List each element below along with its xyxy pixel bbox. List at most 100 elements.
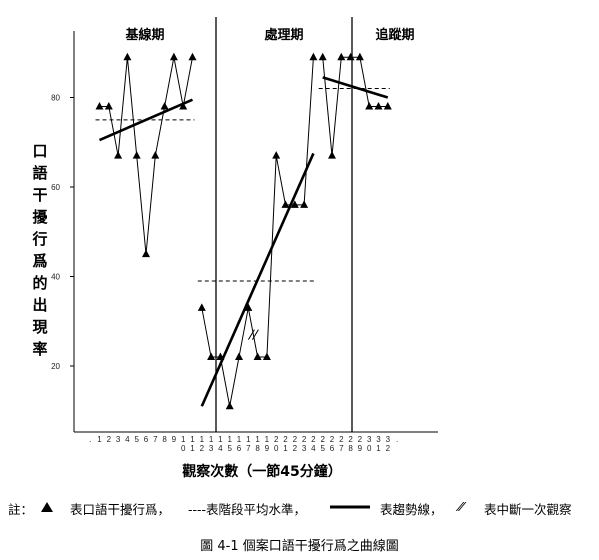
data-point-marker xyxy=(123,52,132,61)
x-tick-label: 2 xyxy=(200,444,205,453)
x-tick-label: 2 xyxy=(311,435,316,444)
data-point-marker xyxy=(318,52,327,61)
x-tick-label: 2 xyxy=(339,435,344,444)
observation-break-mark xyxy=(251,329,259,340)
x-tick-label: 5 xyxy=(227,444,232,453)
x-tick-label: 2 xyxy=(348,435,353,444)
x-tick-label: 3 xyxy=(209,444,214,453)
data-point-marker xyxy=(290,200,299,208)
x-tick-label: 9 xyxy=(358,444,363,453)
data-line-1 xyxy=(99,57,193,255)
x-tick-label: 7 xyxy=(339,444,344,453)
x-tick-label: . xyxy=(201,435,203,444)
x-tick-label: 2 xyxy=(330,435,335,444)
x-tick-label: 1 xyxy=(200,435,205,444)
data-point-marker xyxy=(374,101,383,110)
x-tick-label: 2 xyxy=(274,435,279,444)
x-tick-label: 2 xyxy=(358,435,363,444)
legend-trend-label: 表趨勢線， xyxy=(380,502,443,517)
legend: 註： 表口語干擾行爲， ----表階段平均水準， 表趨勢線， ⁄⁄ 表中斷一次觀… xyxy=(8,497,593,519)
x-tick-label: 9 xyxy=(265,444,270,453)
data-point-marker xyxy=(104,101,113,110)
data-point-marker xyxy=(235,352,243,361)
x-tick-label: 2 xyxy=(293,435,298,444)
data-point-marker xyxy=(346,52,355,61)
x-tick-label: 4 xyxy=(218,444,223,453)
x-tick-label: 3 xyxy=(367,435,372,444)
x-tick-label: . xyxy=(89,435,91,444)
observation-break-mark xyxy=(247,329,255,340)
x-tick-label: 2 xyxy=(386,444,391,453)
data-point-marker xyxy=(142,249,150,258)
y-tick-label-60: 60 xyxy=(51,183,60,192)
data-point-marker xyxy=(169,52,178,61)
x-axis-label: 觀察次數（一節45分鐘） xyxy=(182,463,341,480)
x-tick-label: 5 xyxy=(320,444,325,453)
x-tick-label: 3 xyxy=(116,435,121,444)
x-tick-label: 0 xyxy=(367,444,372,453)
data-point-marker xyxy=(262,352,271,361)
y-axis-label-char: 擾 xyxy=(32,208,48,226)
y-axis-label-char: 行 xyxy=(31,230,47,248)
figure-caption: 圖 4-1 個案口語干擾行爲之曲線圖 xyxy=(200,539,399,554)
x-tick-label: 3 xyxy=(302,444,307,453)
legend-prefix: 註： xyxy=(8,502,34,517)
data-point-marker xyxy=(151,151,160,159)
x-tick-label: 8 xyxy=(162,435,167,444)
data-point-marker xyxy=(207,352,216,361)
x-tick-label: 6 xyxy=(144,435,149,444)
y-axis-label-char: 出 xyxy=(32,296,47,314)
data-point-marker xyxy=(281,200,290,208)
legend-break-label: 表中斷一次觀察 xyxy=(484,502,572,517)
x-tick-label: 1 xyxy=(255,435,260,444)
break-mark-icon: ⁄⁄ xyxy=(459,499,464,514)
x-tick-label: 1 xyxy=(181,435,186,444)
y-axis-label-char: 口 xyxy=(32,142,47,160)
x-tick-label: 4 xyxy=(311,444,316,453)
trend-line-icon xyxy=(330,505,370,509)
x-tick-label: 1 xyxy=(265,435,270,444)
triangle-marker-icon xyxy=(41,502,53,512)
x-tick-label: 8 xyxy=(255,444,260,453)
trend-line-2 xyxy=(200,152,315,407)
y-tick-label-80: 80 xyxy=(51,94,60,103)
phase-title-1: 基線期 xyxy=(124,27,164,43)
data-point-marker xyxy=(95,101,104,110)
phase-title-2: 處理期 xyxy=(264,27,303,43)
y-axis-label-char: 現 xyxy=(32,318,47,336)
x-tick-label: 1 xyxy=(190,444,195,453)
x-tick-label: 1 xyxy=(237,435,242,444)
x-tick-label: 3 xyxy=(386,435,391,444)
data-point-marker xyxy=(309,52,318,61)
data-point-marker xyxy=(225,401,234,410)
x-tick-label: 5 xyxy=(134,435,139,444)
x-tick-label: 1 xyxy=(283,444,288,453)
legend-data-label: 表口語干擾行爲， xyxy=(70,502,171,517)
x-tick-label: 6 xyxy=(237,444,242,453)
x-tick-label: 8 xyxy=(348,444,353,453)
y-axis-label-char: 率 xyxy=(32,340,47,358)
data-point-marker xyxy=(365,101,374,110)
x-tick-label: 0 xyxy=(181,444,186,453)
x-tick-label: 1 xyxy=(209,435,214,444)
y-axis-label-char: 的 xyxy=(32,274,47,292)
legend-mean-label: ----表階段平均水準， xyxy=(188,502,307,517)
trend-line-1 xyxy=(98,98,194,142)
data-point-marker xyxy=(216,352,225,361)
y-axis-label-char: 干 xyxy=(32,186,47,204)
x-tick-label: . xyxy=(322,435,324,444)
x-tick-label: 2 xyxy=(320,435,325,444)
data-point-marker xyxy=(355,52,364,61)
x-tick-label: 1 xyxy=(218,435,223,444)
data-point-marker xyxy=(253,352,262,361)
data-point-marker xyxy=(244,303,253,311)
x-tick-label: 1 xyxy=(97,435,102,444)
x-tick-label: 1 xyxy=(227,435,232,444)
x-tick-label: 2 xyxy=(302,435,307,444)
data-point-marker xyxy=(179,101,188,110)
data-point-marker xyxy=(114,151,123,159)
trend-line-3 xyxy=(322,76,389,99)
x-tick-label: 2 xyxy=(107,435,112,444)
x-tick-label: 7 xyxy=(246,444,251,453)
